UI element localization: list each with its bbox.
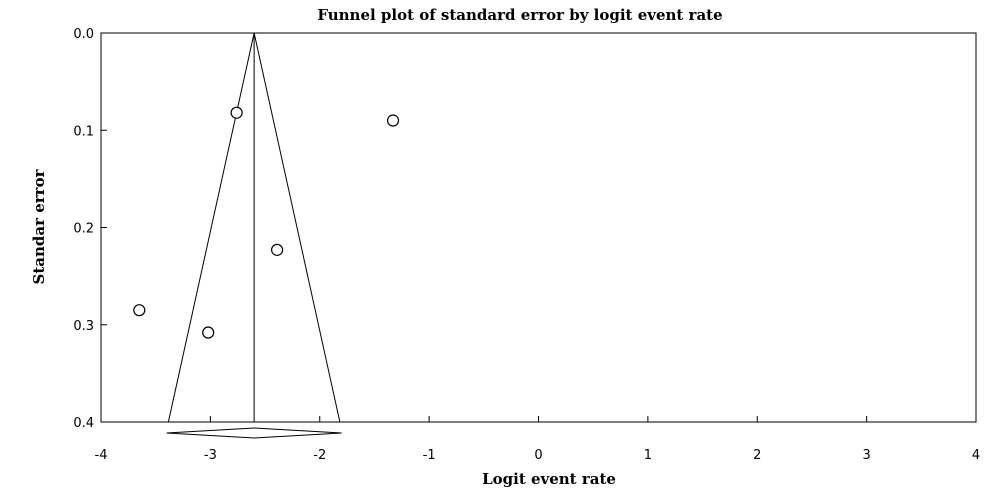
x-axis: -4 -3 -2 -1 0 1 2 3 4 [95, 416, 980, 463]
y-tick-label: 0.3 [73, 319, 94, 334]
study-point [270, 243, 284, 256]
funnel-lines [166, 32, 342, 439]
x-tick-label: -3 [204, 448, 217, 463]
x-tick-label: 0 [534, 448, 542, 463]
x-tick-label: 1 [644, 448, 652, 463]
y-tick-label: 0.1 [73, 124, 94, 139]
study-point [133, 304, 146, 317]
y-axis-label: Standar error [30, 168, 48, 284]
study-point [230, 106, 243, 119]
y-tick-label: 0.0 [73, 27, 94, 42]
summary-diamond [166, 427, 342, 439]
study-points [133, 106, 400, 339]
x-tick-label: 3 [862, 448, 870, 463]
x-tick-label: 4 [972, 448, 980, 463]
x-tick-label: 2 [753, 448, 761, 463]
study-point [386, 114, 400, 127]
x-tick-label: -4 [95, 448, 108, 463]
x-tick-label: -1 [423, 448, 436, 463]
x-axis-label: Logit event rate [482, 470, 616, 488]
y-tick-label: 0.4 [73, 416, 94, 431]
funnel-right-limit [253, 32, 341, 423]
funnel-left-limit [167, 32, 255, 423]
x-tick-label: -2 [313, 448, 326, 463]
plot-frame [100, 32, 977, 423]
chart-title: Funnel plot of standard error by logit e… [317, 6, 722, 24]
y-axis: 0.0 0.1 0.2 0.3 0.4 [73, 27, 107, 431]
study-point [202, 326, 215, 339]
y-tick-label: 0.2 [73, 222, 94, 237]
